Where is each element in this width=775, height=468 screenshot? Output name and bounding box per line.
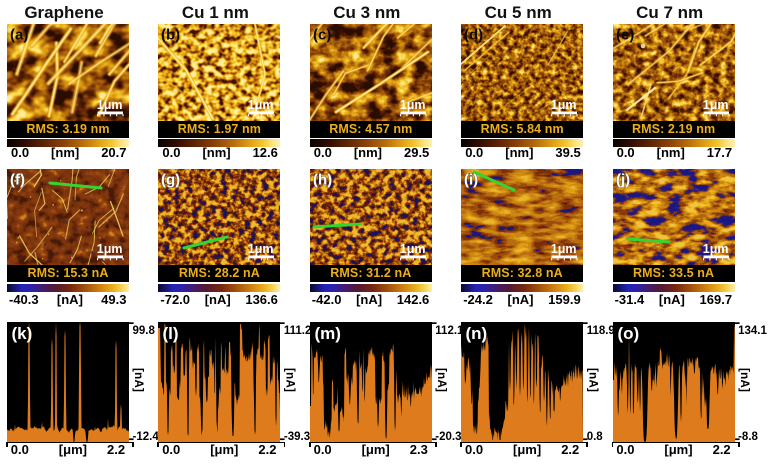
svg-text:1μm: 1μm <box>248 242 274 256</box>
svg-text:(i): (i) <box>464 172 478 189</box>
svg-text:1μm: 1μm <box>400 242 426 256</box>
svg-text:(a): (a) <box>10 27 28 44</box>
svg-text:(o): (o) <box>617 324 639 343</box>
svg-text:1μm: 1μm <box>97 242 123 256</box>
svg-text:1μm: 1μm <box>702 242 728 256</box>
svg-text:1μm: 1μm <box>248 98 274 112</box>
svg-text:1μm: 1μm <box>551 242 577 256</box>
svg-text:(f): (f) <box>10 172 25 189</box>
svg-text:1μm: 1μm <box>702 98 728 112</box>
svg-text:(b): (b) <box>161 27 180 44</box>
svg-text:1μm: 1μm <box>551 98 577 112</box>
svg-text:(j): (j) <box>616 172 630 189</box>
svg-text:(k): (k) <box>12 324 33 343</box>
svg-text:(m): (m) <box>314 324 340 343</box>
svg-text:(l): (l) <box>163 324 179 343</box>
svg-text:(d): (d) <box>464 27 483 44</box>
svg-text:(h): (h) <box>313 172 332 189</box>
svg-text:(n): (n) <box>466 324 488 343</box>
svg-text:1μm: 1μm <box>400 98 426 112</box>
svg-text:(e): (e) <box>616 27 634 44</box>
svg-text:1μm: 1μm <box>97 98 123 112</box>
svg-text:(g): (g) <box>161 172 180 189</box>
svg-text:(c): (c) <box>313 27 331 44</box>
